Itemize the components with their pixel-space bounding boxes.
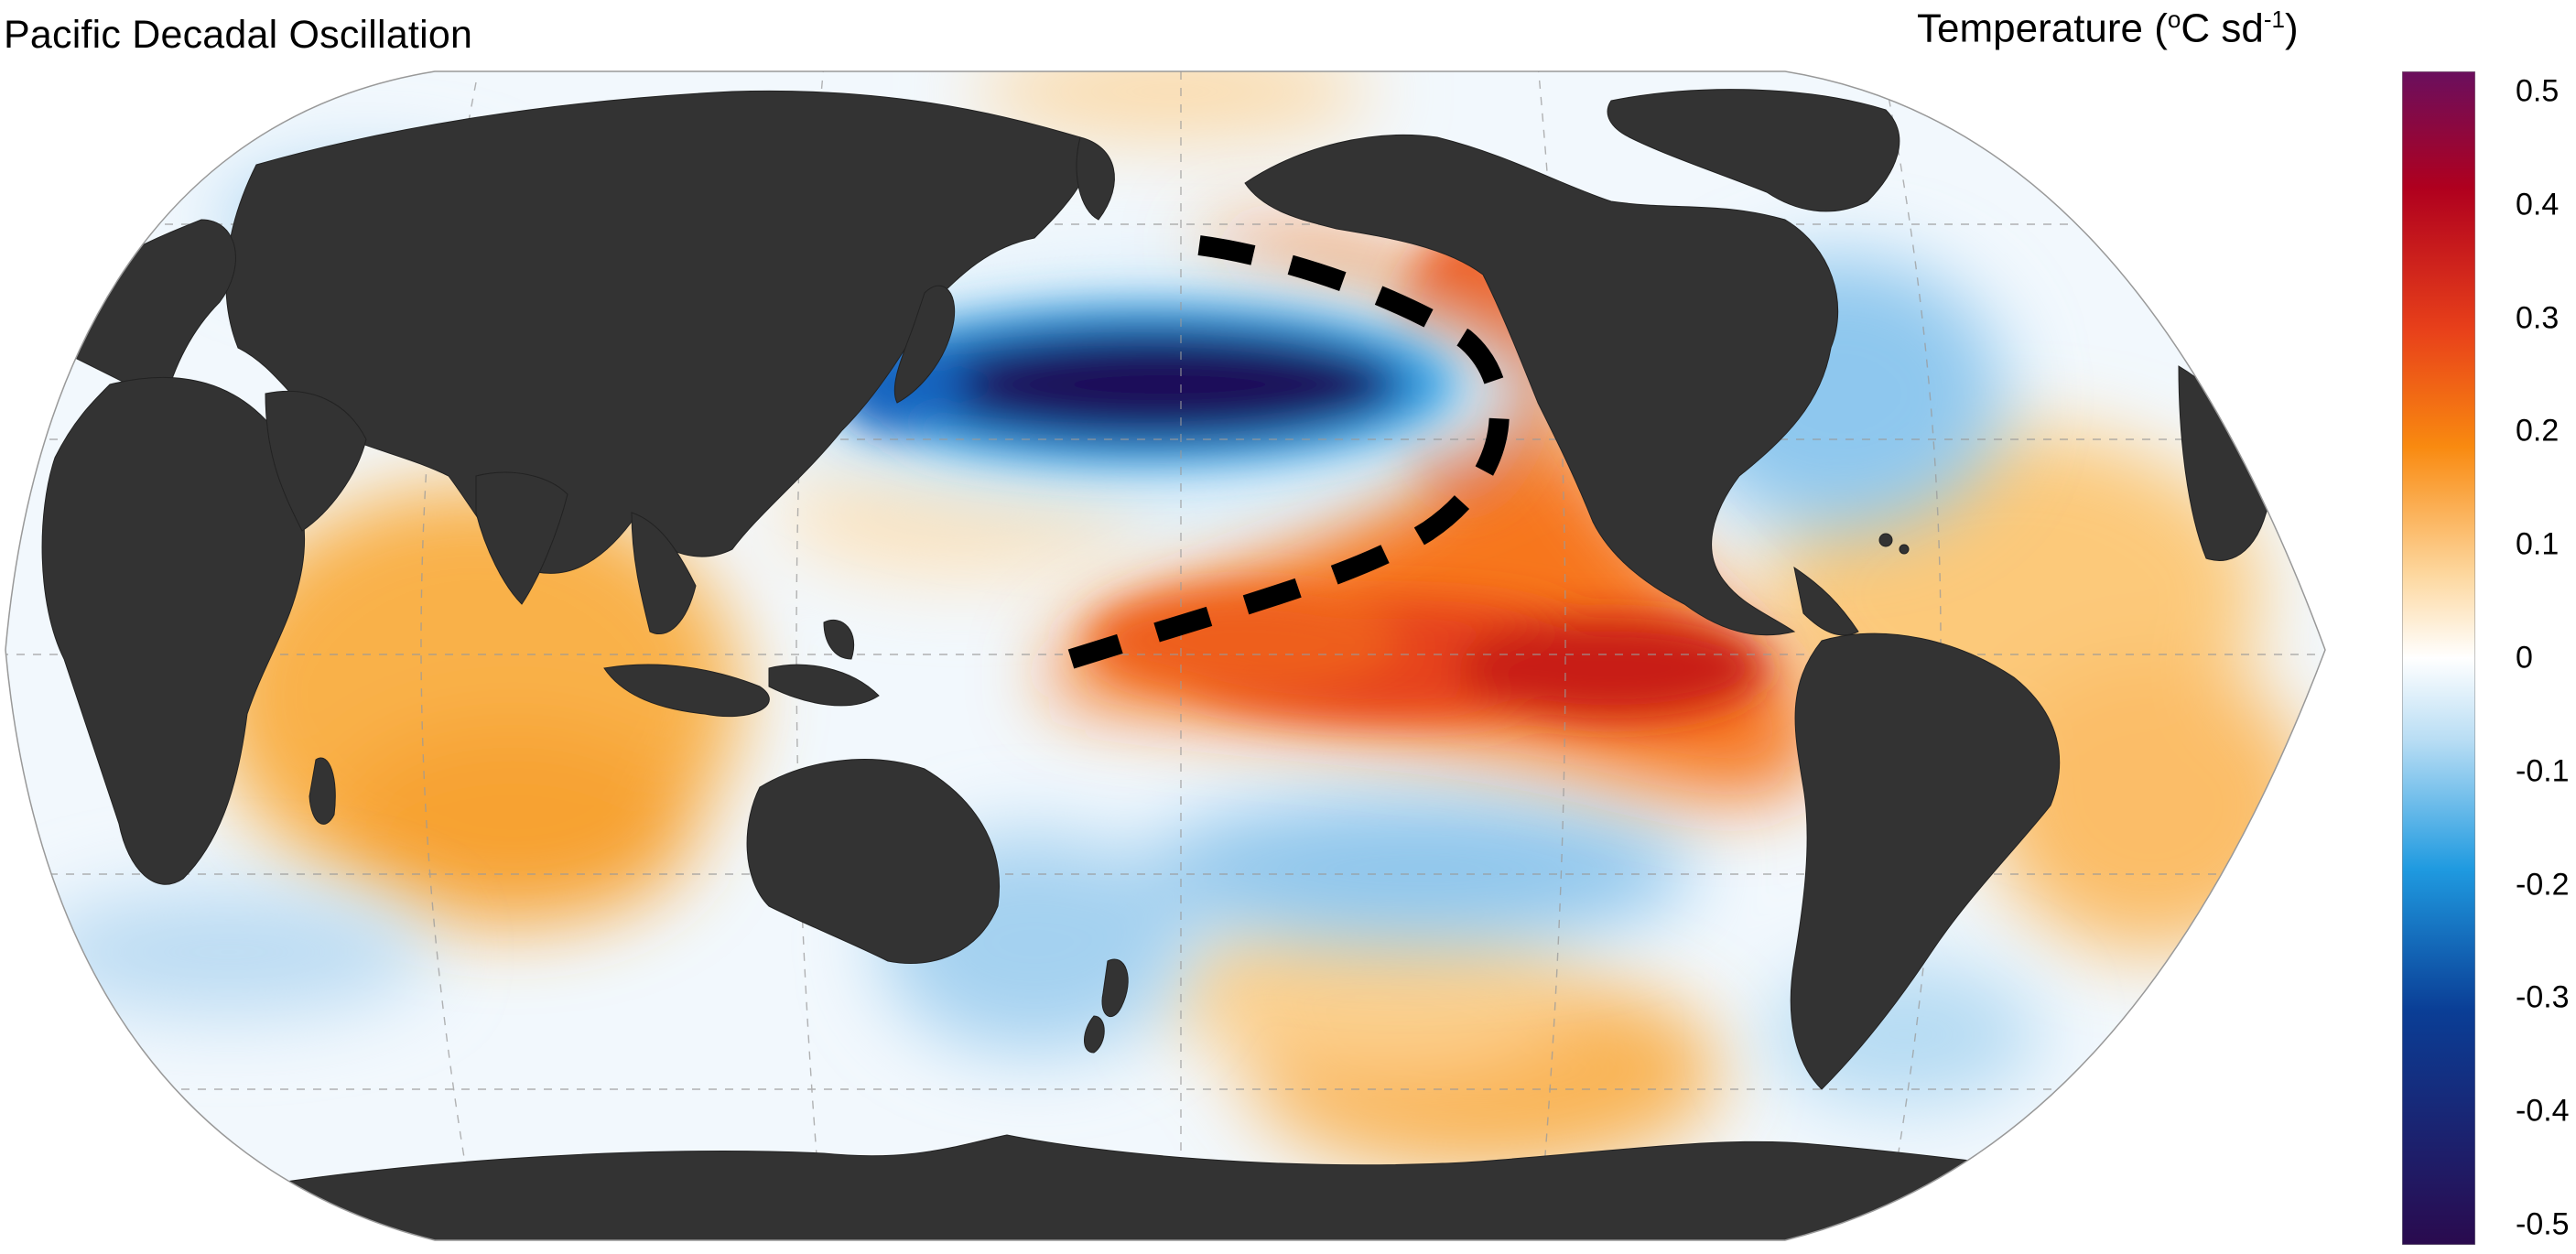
globe-outline xyxy=(5,70,2326,1241)
indonesia xyxy=(603,664,770,718)
colorbar-tick-label: -0.3 xyxy=(2516,979,2570,1015)
colorbar-tick-label: -0.4 xyxy=(2516,1093,2570,1129)
southeast-asia xyxy=(631,512,697,634)
land-masses xyxy=(41,89,2271,1240)
pdo-boundary-dashed-line xyxy=(1067,235,1510,669)
map-title: Pacific Decadal Oscillation xyxy=(4,13,473,57)
ocean-temperature-field xyxy=(5,71,2325,1240)
world-map xyxy=(5,70,2326,1241)
antarctica xyxy=(182,1134,2198,1240)
colorbar-tick-label: -0.5 xyxy=(2516,1206,2570,1242)
colorbar-tick-label: -0.1 xyxy=(2516,753,2570,789)
japan xyxy=(893,285,956,404)
madagascar xyxy=(308,757,336,825)
south-america xyxy=(1790,632,2061,1090)
colorbar-tick-label: 0.5 xyxy=(2516,73,2560,109)
colorbar-title: Temperature (oC sd-1) xyxy=(1917,5,2299,51)
north-america xyxy=(1244,134,1839,636)
colorbar-tick-label: 0.2 xyxy=(2516,413,2560,449)
colorbar-tick-label: 0 xyxy=(2516,640,2533,676)
colorbar-tick-label: -0.2 xyxy=(2516,867,2570,903)
india xyxy=(475,471,568,605)
colorbar xyxy=(2402,71,2475,1245)
colorbar-tick-label: 0.4 xyxy=(2516,187,2560,222)
colorbar-tick-label: 0.1 xyxy=(2516,526,2560,562)
colorbar-tick-label: 0.3 xyxy=(2516,300,2560,336)
greenland xyxy=(1607,89,1900,212)
new-zealand xyxy=(1101,958,1129,1018)
arabia xyxy=(265,390,367,532)
australia xyxy=(746,759,1000,964)
graticule xyxy=(5,71,2325,1240)
